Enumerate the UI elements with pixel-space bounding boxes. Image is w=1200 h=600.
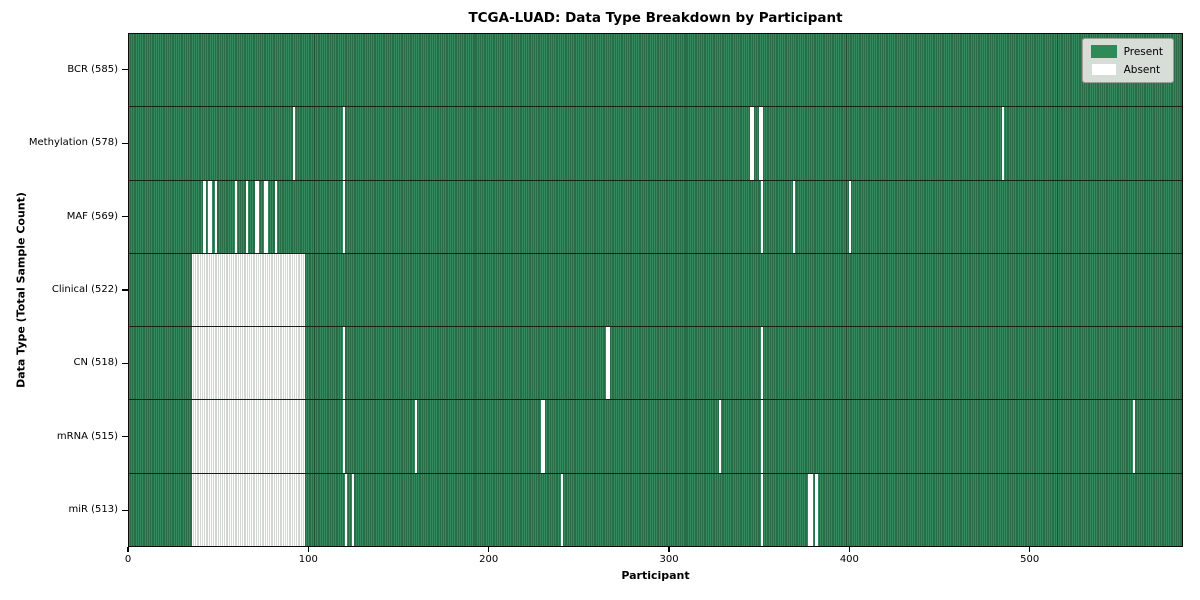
- absent-segment: [343, 107, 345, 180]
- x-tick-label: 100: [298, 554, 318, 565]
- absent-segment: [343, 327, 345, 400]
- absent-segment: [760, 400, 763, 473]
- absent-segment: [192, 327, 306, 400]
- y-tick-mark: [122, 69, 128, 71]
- y-tick-mark: [122, 509, 128, 511]
- absent-segment: [208, 180, 212, 253]
- absent-segment: [807, 473, 813, 546]
- x-tick-mark: [307, 547, 309, 552]
- absent-segment: [352, 473, 354, 546]
- absent-segment: [1002, 107, 1004, 180]
- y-tick-label: miR (513): [68, 504, 118, 516]
- absent-segment: [760, 180, 763, 253]
- heatmap-row-Clinical: [129, 253, 1182, 328]
- heatmap-row-CN: [129, 327, 1182, 401]
- absent-segment: [541, 400, 545, 473]
- absent-segment: [814, 473, 819, 546]
- heatmap-row-Methylation: [129, 107, 1182, 181]
- y-tick-mark: [122, 362, 128, 365]
- absent-segment: [192, 253, 306, 327]
- absent-segment: [849, 180, 851, 253]
- x-tick-mark: [488, 547, 490, 552]
- absent-segment: [606, 327, 610, 400]
- absent-segment: [246, 180, 248, 253]
- absent-segment: [415, 400, 417, 473]
- absent-segment: [192, 400, 306, 473]
- x-tick-label: 500: [1020, 554, 1040, 565]
- x-tick-mark: [127, 547, 129, 552]
- absent-segment: [235, 180, 237, 253]
- y-tick-mark: [122, 142, 128, 144]
- heatmap-row-mRNA: [129, 400, 1182, 474]
- x-tick-label: 300: [659, 554, 679, 565]
- legend: Present Absent: [1081, 38, 1174, 83]
- x-tick-label: 200: [479, 554, 499, 565]
- absent-segment: [343, 400, 345, 473]
- heatmap-row-BCR: [129, 34, 1182, 108]
- x-tick-label: 0: [124, 554, 132, 565]
- absent-segment: [192, 473, 306, 546]
- legend-item-present: Present: [1090, 45, 1163, 58]
- absent-segment: [793, 180, 795, 253]
- legend-present-label: Present: [1123, 45, 1163, 58]
- y-tick-label: mRNA (515): [56, 430, 118, 442]
- heatmap-row-MAF: [129, 180, 1182, 254]
- x-tick-label: 400: [839, 554, 859, 565]
- absent-segment: [343, 180, 345, 253]
- y-tick-mark: [122, 289, 128, 291]
- legend-absent-swatch: [1090, 63, 1117, 76]
- absent-segment: [760, 473, 763, 546]
- absent-segment: [215, 180, 218, 253]
- absent-segment: [202, 180, 207, 253]
- absent-segment: [345, 473, 347, 546]
- legend-absent-label: Absent: [1123, 63, 1161, 76]
- absent-segment: [760, 327, 763, 400]
- y-tick-label: Clinical (522): [51, 284, 118, 295]
- x-tick-mark: [1029, 547, 1031, 552]
- legend-item-absent: Absent: [1090, 63, 1163, 76]
- absent-segment: [750, 107, 754, 180]
- y-tick-label: MAF (569): [66, 210, 118, 222]
- plot-area: Present Absent: [128, 33, 1183, 547]
- absent-segment: [561, 473, 563, 546]
- x-tick-mark: [848, 547, 850, 552]
- heatmap-rows: [129, 34, 1182, 546]
- absent-segment: [274, 180, 277, 253]
- y-tick-label: BCR (585): [67, 63, 118, 75]
- y-tick-mark: [122, 436, 128, 438]
- absent-segment: [1133, 400, 1136, 473]
- absent-segment: [255, 180, 259, 253]
- heatmap-row-miR: [129, 473, 1182, 546]
- absent-segment: [719, 400, 722, 473]
- legend-present-swatch: [1090, 45, 1117, 58]
- y-tick-label: Methylation (578): [28, 137, 118, 149]
- y-tick-mark: [122, 215, 128, 218]
- chart-title: TCGA-LUAD: Data Type Breakdown by Partic…: [468, 10, 843, 26]
- absent-segment: [264, 180, 268, 253]
- x-axis-title: Participant: [621, 569, 690, 582]
- x-tick-mark: [668, 547, 670, 552]
- absent-segment: [759, 107, 763, 180]
- absent-segment: [292, 107, 295, 180]
- y-tick-label: CN (518): [73, 357, 118, 369]
